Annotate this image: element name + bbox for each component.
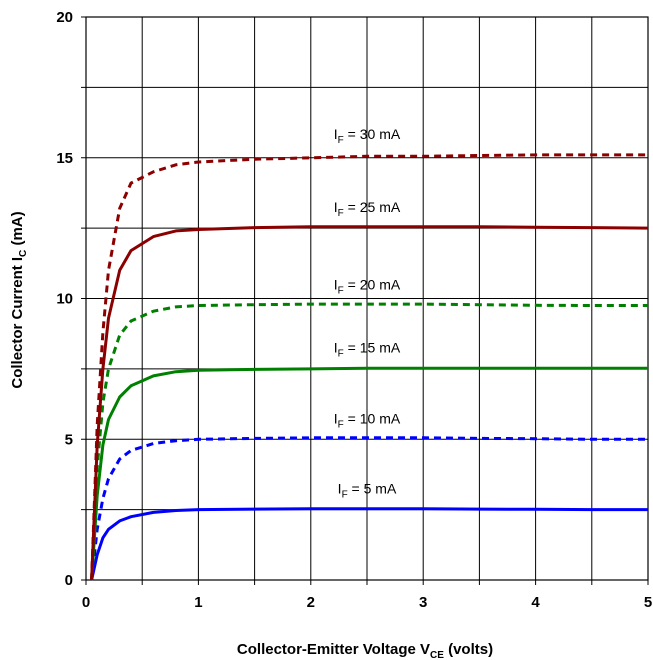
y-tick-label: 15: [56, 150, 73, 167]
x-tick-label: 4: [531, 594, 540, 611]
series-line-6: [90, 153, 648, 581]
series-label-6: IF = 30 mA: [334, 126, 401, 146]
series-label-3: IF = 15 mA: [334, 339, 401, 359]
curve-labels: IF = 5 mA IF = 10 mA IF = 15 mA IF = 20 mA I…: [334, 126, 401, 501]
x-tick-label: 1: [194, 594, 202, 611]
series-label-5: IF = 25 mA: [334, 199, 401, 219]
y-tick-label: 20: [56, 9, 73, 26]
x-axis-title-main: Collector-Emitter Voltage V: [237, 641, 430, 658]
y-axis-title-tail: (mA): [9, 211, 26, 249]
series-label-1: IF = 5 mA: [338, 481, 397, 501]
x-axis-ticks: 0 1 2 3 4 5: [82, 580, 652, 611]
y-axis-title: Collector Current IC (mA): [9, 211, 29, 388]
x-axis-title-sub: CE: [430, 650, 444, 660]
y-tick-label: 5: [65, 431, 73, 448]
x-tick-label: 0: [82, 594, 90, 611]
y-tick-label: 0: [65, 572, 73, 589]
y-axis-title-main: Collector Current I: [9, 257, 26, 389]
series-line-5: [90, 225, 649, 581]
y-axis-ticks: 0 5 10 15 20: [56, 9, 86, 589]
x-axis-title-tail: (volts): [444, 641, 493, 658]
y-tick-label: 10: [56, 291, 73, 308]
x-tick-label: 2: [307, 594, 315, 611]
y-axis-title-sub: C: [18, 250, 29, 257]
x-tick-label: 5: [644, 594, 652, 611]
x-tick-label: 3: [419, 594, 427, 611]
series-label-4: IF = 20 mA: [334, 277, 401, 297]
series-line-2: [90, 436, 648, 581]
series-line-1: [90, 507, 648, 581]
series-label-2: IF = 10 mA: [334, 410, 401, 430]
series-layer: [90, 153, 649, 581]
series-line-3: [90, 366, 648, 581]
x-axis-title: Collector-Emitter Voltage VCE (volts): [237, 641, 493, 660]
